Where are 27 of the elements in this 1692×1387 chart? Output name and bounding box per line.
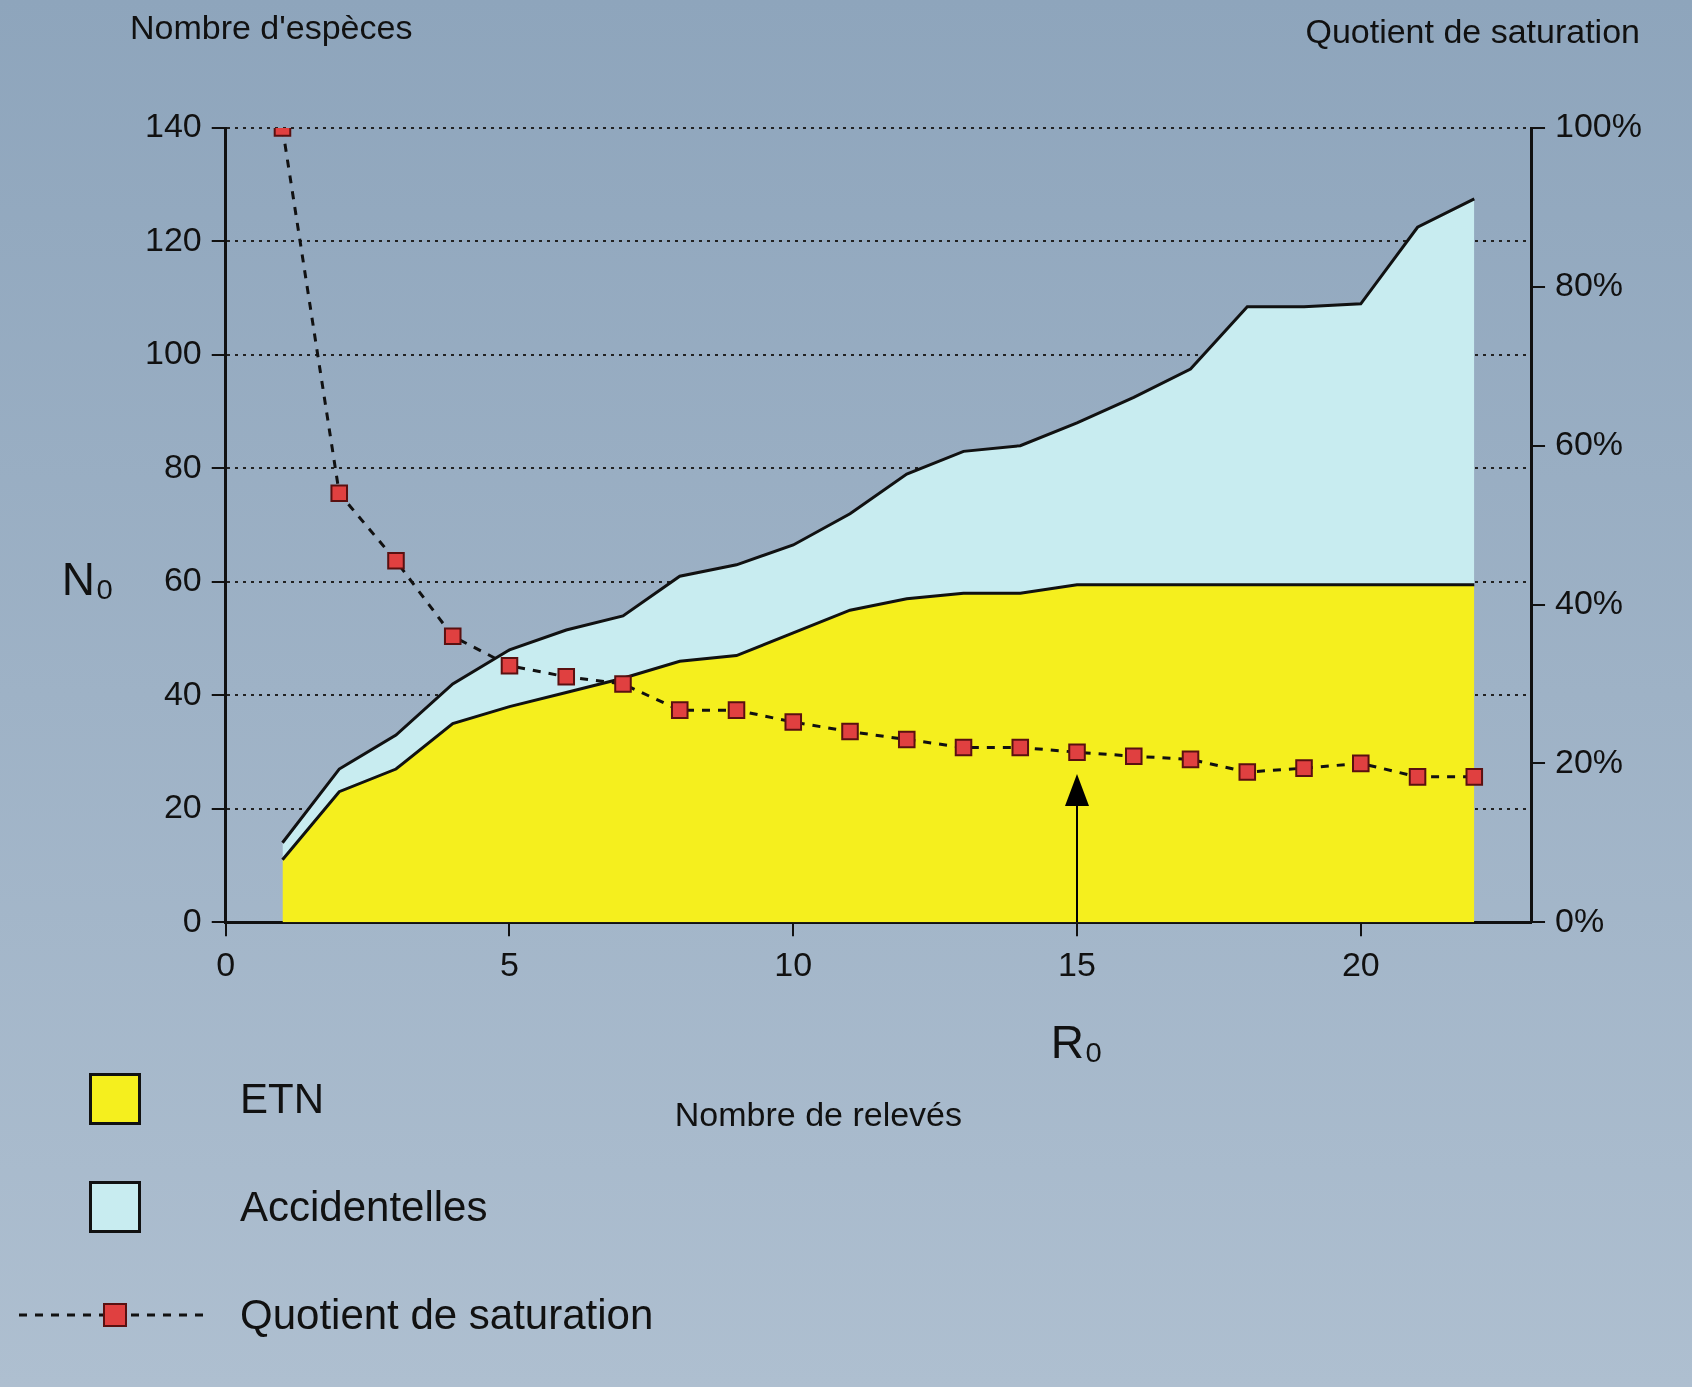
y2-tick-label: 0% — [1555, 900, 1605, 939]
legend-label: ETN — [240, 1075, 324, 1123]
y2-axis-title: Quotient de saturation — [1305, 12, 1640, 51]
y-tick-label: 120 — [144, 219, 202, 258]
y-tick-label: 20 — [163, 787, 202, 826]
y-tick-label: 60 — [163, 560, 202, 599]
y2-tick-label: 100% — [1555, 106, 1643, 145]
x-tick-label: 10 — [774, 944, 813, 983]
x-tick-label: 5 — [500, 944, 519, 983]
x-tick-label: 15 — [1058, 944, 1096, 983]
legend-label: Quotient de saturation — [240, 1291, 654, 1339]
x-tick-label: 0 — [216, 944, 236, 983]
x-tick-label: 20 — [1341, 944, 1380, 983]
y-tick-label: 140 — [144, 106, 202, 145]
text: Nombre de relevés — [674, 1095, 963, 1134]
y-axis-title: N₀ — [61, 552, 115, 605]
y2-tick-label: 20% — [1555, 741, 1624, 780]
y-tick-label: 100 — [144, 333, 202, 372]
y2-tick-label: 80% — [1555, 265, 1624, 304]
y-tick-label: 0 — [182, 900, 202, 939]
y-tick-label: 80 — [163, 446, 202, 485]
y2-tick-label: 60% — [1555, 424, 1624, 463]
y2-tick-label: 40% — [1555, 582, 1624, 621]
text: Nombre d'espèces — [130, 8, 413, 47]
legend-label: Accidentelles — [240, 1183, 488, 1231]
y-tick-label: 40 — [163, 673, 202, 712]
x-axis-title: R₀ — [1050, 1015, 1104, 1068]
